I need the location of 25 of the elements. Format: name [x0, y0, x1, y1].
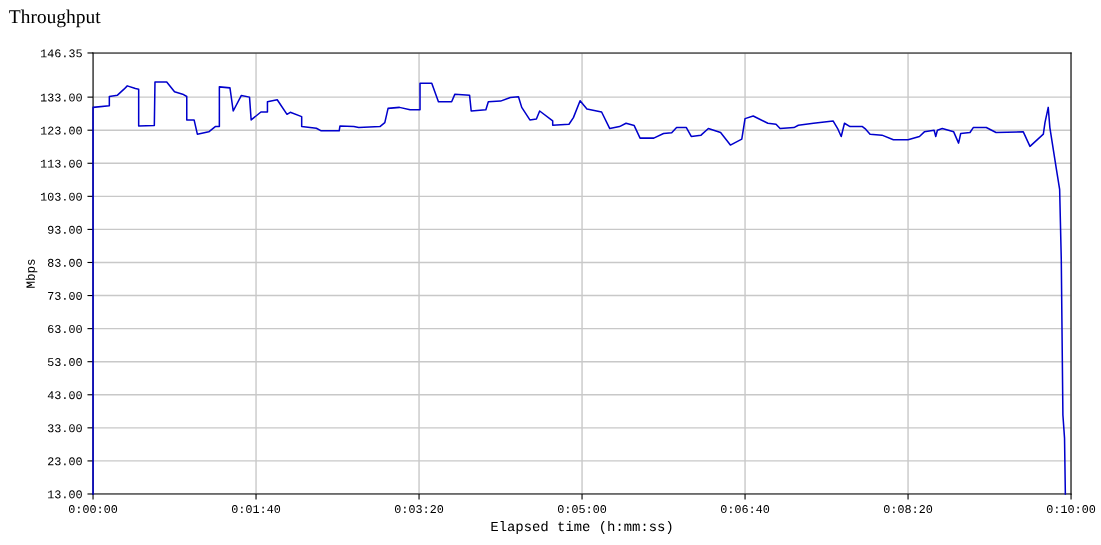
y-tick-label: 93.00	[48, 225, 82, 234]
y-tick-label: 146.35	[40, 49, 82, 58]
y-tick-label: 53.00	[47, 358, 82, 367]
y-tick-label: 43.00	[47, 391, 82, 400]
y-tick-label: 83.00	[47, 258, 82, 267]
y-tick-label: 73.00	[48, 291, 82, 300]
y-tick-label: 123.00	[40, 126, 82, 135]
y-tick-label: 33.00	[47, 424, 82, 433]
x-axis-title: Elapsed time (h:mm:ss)	[491, 520, 672, 534]
y-axis-title: Mbps	[25, 259, 38, 288]
x-tick-label: 0:10:00	[1046, 505, 1096, 514]
y-tick-label: 23.00	[48, 457, 82, 466]
line-series	[92, 81, 1067, 495]
y-tick-label: 103.00	[40, 192, 82, 201]
x-tick-label: 0:05:00	[557, 505, 607, 514]
x-tick-label: 0:06:40	[720, 505, 770, 514]
x-tick-label: 0:01:40	[231, 505, 281, 514]
x-tick-label: 0:00:00	[68, 505, 118, 514]
chart-title: Throughput	[9, 9, 101, 28]
y-tick-label: 13.00	[48, 490, 82, 499]
x-tick-label: 0:08:20	[883, 505, 933, 514]
y-tick-label: 133.00	[40, 93, 82, 102]
y-tick-label: 63.00	[48, 325, 82, 334]
y-tick-label: 113.00	[40, 159, 82, 168]
x-tick-label: 0:03:20	[394, 505, 444, 514]
